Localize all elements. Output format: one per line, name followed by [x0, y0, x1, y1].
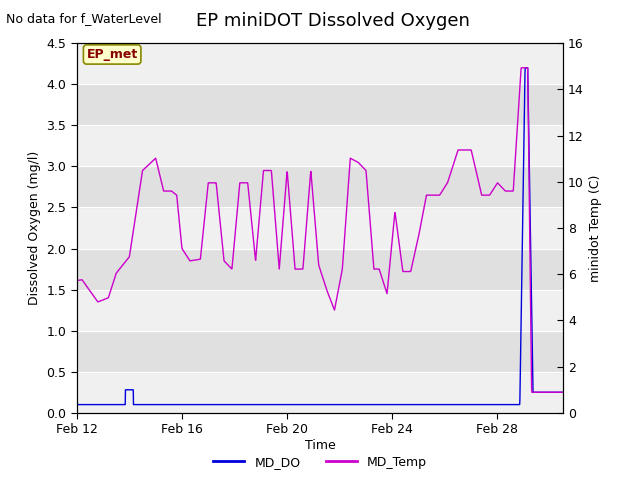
Bar: [77, 372, 563, 413]
Bar: [77, 331, 563, 372]
Legend: MD_DO, MD_Temp: MD_DO, MD_Temp: [208, 451, 432, 474]
Y-axis label: minidot Temp (C): minidot Temp (C): [589, 174, 602, 282]
Text: EP miniDOT Dissolved Oxygen: EP miniDOT Dissolved Oxygen: [196, 12, 470, 30]
Y-axis label: Dissolved Oxygen (mg/l): Dissolved Oxygen (mg/l): [28, 151, 41, 305]
Bar: [77, 207, 563, 249]
Bar: [77, 249, 563, 289]
X-axis label: Time: Time: [305, 439, 335, 452]
Bar: [77, 289, 563, 331]
Bar: [77, 84, 563, 125]
Bar: [77, 125, 563, 167]
Text: No data for f_WaterLevel: No data for f_WaterLevel: [6, 12, 162, 25]
Text: EP_met: EP_met: [86, 48, 138, 61]
Bar: [77, 167, 563, 207]
Bar: [77, 43, 563, 84]
